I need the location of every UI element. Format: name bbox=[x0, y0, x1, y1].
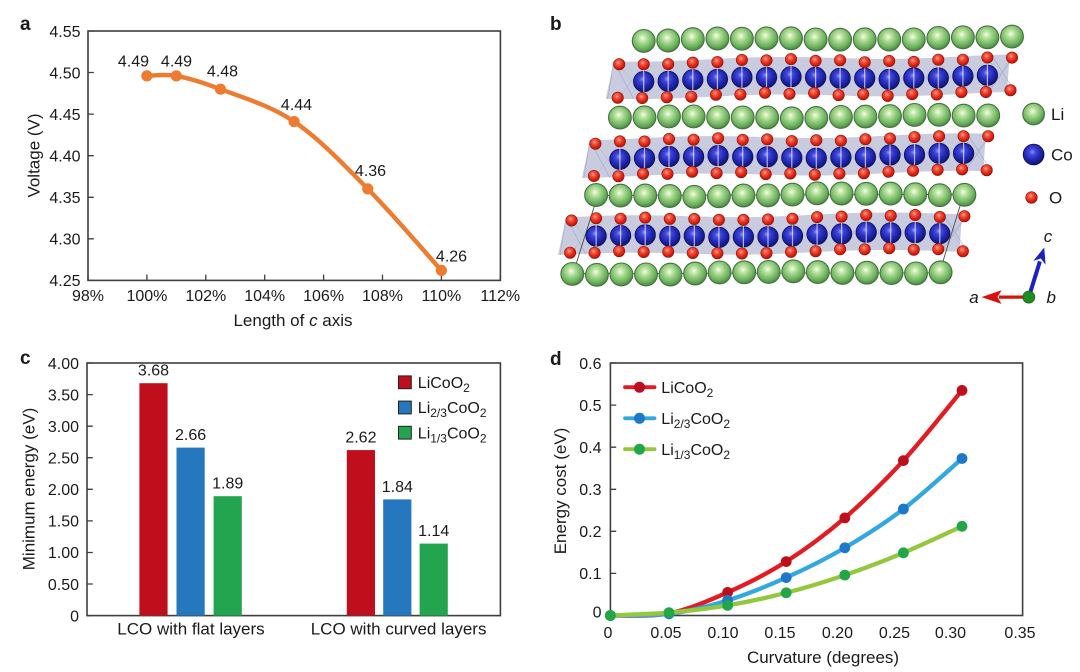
svg-text:100%: 100% bbox=[126, 288, 167, 305]
svg-text:O: O bbox=[1049, 188, 1062, 207]
svg-text:0: 0 bbox=[604, 625, 613, 642]
svg-text:4.00: 4.00 bbox=[48, 356, 79, 373]
svg-text:0.20: 0.20 bbox=[822, 625, 853, 642]
svg-text:108%: 108% bbox=[362, 288, 403, 305]
svg-text:Li2/3CoO2: Li2/3CoO2 bbox=[418, 400, 487, 420]
svg-text:4.30: 4.30 bbox=[49, 232, 80, 249]
svg-text:4.36: 4.36 bbox=[355, 163, 386, 180]
svg-text:3.68: 3.68 bbox=[138, 363, 169, 380]
svg-text:LCO with curved layers: LCO with curved layers bbox=[311, 620, 487, 639]
svg-text:d: d bbox=[550, 349, 562, 370]
svg-text:4.48: 4.48 bbox=[207, 64, 238, 81]
svg-text:4.25: 4.25 bbox=[49, 273, 80, 290]
svg-text:4.49: 4.49 bbox=[118, 54, 149, 71]
svg-text:Length of c axis: Length of c axis bbox=[233, 311, 352, 330]
svg-text:Li2/3CoO2: Li2/3CoO2 bbox=[661, 411, 730, 431]
svg-text:1.89: 1.89 bbox=[212, 476, 243, 493]
svg-text:102%: 102% bbox=[185, 288, 226, 305]
svg-text:c: c bbox=[1044, 227, 1053, 246]
svg-text:0.50: 0.50 bbox=[48, 577, 79, 594]
svg-text:0.2: 0.2 bbox=[579, 524, 601, 541]
svg-text:0.10: 0.10 bbox=[707, 625, 738, 642]
svg-text:a: a bbox=[969, 288, 978, 307]
svg-text:0.25: 0.25 bbox=[879, 625, 910, 642]
svg-text:1.00: 1.00 bbox=[48, 545, 79, 562]
svg-text:3.50: 3.50 bbox=[48, 387, 79, 404]
svg-text:4.26: 4.26 bbox=[436, 248, 467, 265]
svg-text:LCO with flat layers: LCO with flat layers bbox=[117, 620, 264, 639]
svg-text:Voltage (V): Voltage (V) bbox=[24, 113, 43, 197]
svg-text:Co: Co bbox=[1051, 145, 1073, 164]
svg-text:LiCoO2: LiCoO2 bbox=[418, 375, 470, 395]
svg-text:0.35: 0.35 bbox=[1004, 625, 1035, 642]
svg-text:4.44: 4.44 bbox=[281, 97, 312, 114]
svg-text:4.55: 4.55 bbox=[49, 24, 80, 41]
svg-text:b: b bbox=[1047, 288, 1056, 307]
svg-text:Li1/3CoO2: Li1/3CoO2 bbox=[418, 425, 487, 445]
svg-text:4.40: 4.40 bbox=[49, 149, 80, 166]
svg-text:1.50: 1.50 bbox=[48, 514, 79, 531]
svg-text:0.4: 0.4 bbox=[579, 440, 601, 457]
svg-text:3.00: 3.00 bbox=[48, 419, 79, 436]
svg-text:0: 0 bbox=[593, 604, 602, 621]
svg-text:1.84: 1.84 bbox=[382, 479, 413, 496]
svg-text:4.49: 4.49 bbox=[161, 54, 192, 71]
svg-text:c: c bbox=[20, 348, 31, 369]
svg-text:b: b bbox=[550, 14, 562, 35]
svg-text:0.30: 0.30 bbox=[935, 625, 966, 642]
svg-text:0.1: 0.1 bbox=[579, 566, 601, 583]
svg-text:Li: Li bbox=[1051, 105, 1064, 124]
svg-text:0.05: 0.05 bbox=[650, 625, 681, 642]
svg-text:2.66: 2.66 bbox=[175, 427, 206, 444]
svg-text:110%: 110% bbox=[422, 288, 462, 305]
svg-text:LiCoO2: LiCoO2 bbox=[661, 380, 713, 400]
svg-text:4.50: 4.50 bbox=[49, 65, 80, 82]
svg-text:2.62: 2.62 bbox=[345, 430, 376, 447]
svg-text:Curvature (degrees): Curvature (degrees) bbox=[747, 648, 899, 667]
svg-text:112%: 112% bbox=[480, 288, 520, 305]
svg-text:2.00: 2.00 bbox=[48, 482, 79, 499]
svg-text:104%: 104% bbox=[244, 288, 285, 305]
svg-text:2.50: 2.50 bbox=[48, 451, 79, 468]
svg-text:a: a bbox=[20, 14, 31, 35]
svg-text:106%: 106% bbox=[303, 288, 344, 305]
svg-text:Minimum energy (eV): Minimum energy (eV) bbox=[19, 408, 38, 571]
svg-text:1.14: 1.14 bbox=[418, 523, 449, 540]
svg-text:Li1/3CoO2: Li1/3CoO2 bbox=[661, 442, 730, 462]
svg-text:0.6: 0.6 bbox=[579, 356, 601, 373]
svg-text:0.5: 0.5 bbox=[579, 398, 601, 415]
svg-text:0.15: 0.15 bbox=[764, 625, 795, 642]
svg-text:Energy cost (eV): Energy cost (eV) bbox=[551, 428, 570, 555]
svg-text:4.35: 4.35 bbox=[49, 190, 80, 207]
svg-text:4.45: 4.45 bbox=[49, 107, 80, 124]
svg-text:0: 0 bbox=[70, 608, 79, 625]
svg-text:0.3: 0.3 bbox=[579, 482, 601, 499]
svg-text:98%: 98% bbox=[72, 288, 104, 305]
